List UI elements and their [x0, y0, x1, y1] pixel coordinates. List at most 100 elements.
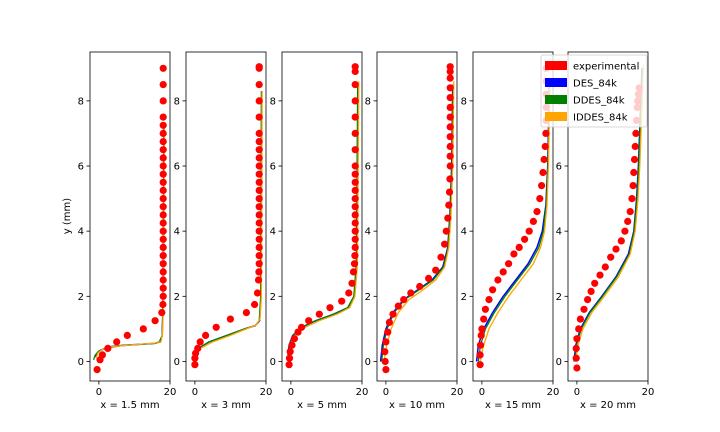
experimental-point: [617, 237, 625, 245]
experimental-point: [539, 168, 547, 177]
legend-frame: [540, 54, 648, 128]
legend-label: IDDES_84k: [573, 113, 628, 124]
experimental-point: [576, 315, 585, 323]
line-iddes-84k: [479, 81, 551, 362]
experimental-point: [515, 243, 523, 251]
x-tick-label: 20: [164, 387, 177, 398]
experimental-point: [255, 162, 263, 170]
experimental-point: [159, 276, 167, 284]
experimental-point: [351, 219, 359, 227]
experimental-point: [159, 219, 167, 227]
experimental-point: [338, 297, 346, 305]
experimental-point: [446, 113, 454, 121]
experimental-point: [381, 357, 389, 366]
y-tick-label: 6: [461, 162, 467, 173]
y-tick-label: 0: [78, 357, 84, 368]
experimental-point: [628, 195, 636, 203]
experimental-point: [159, 284, 167, 292]
y-tick-label: 2: [78, 292, 84, 303]
x-axis-label: x = 3 mm: [201, 400, 251, 411]
experimental-point: [351, 170, 359, 178]
x-tick-label: 20: [642, 387, 655, 398]
experimental-point: [446, 63, 454, 71]
experimental-point: [255, 227, 263, 235]
line-iddes-84k: [575, 64, 645, 362]
line-iddes-84k: [383, 81, 455, 362]
experimental-point: [255, 243, 263, 251]
experimental-point: [159, 138, 167, 146]
y-axis-label: y (mm): [62, 198, 73, 234]
x-tick-label: 0: [383, 387, 389, 398]
experimental-point: [445, 201, 453, 209]
x-axis-label: x = 20 mm: [580, 400, 636, 411]
experimental-point: [540, 155, 548, 164]
experimental-point: [446, 175, 454, 183]
experimental-point: [351, 203, 359, 211]
line-ddes-84k: [287, 84, 359, 355]
experimental-point: [394, 302, 402, 310]
experimental-point: [542, 129, 550, 137]
experimental-point: [159, 97, 167, 105]
axes-frame: [567, 51, 649, 382]
y-tick-label: 6: [174, 162, 180, 173]
experimental-point: [446, 162, 454, 170]
experimental-point: [290, 335, 298, 343]
x-axis-label: x = 1.5 mm: [100, 400, 159, 411]
legend-label: DES_84k: [573, 79, 617, 90]
y-tick-label: 4: [461, 227, 467, 238]
experimental-point: [159, 195, 167, 203]
experimental-point: [93, 366, 101, 374]
experimental-point: [253, 289, 262, 297]
experimental-point: [538, 182, 546, 190]
experimental-point: [123, 331, 131, 339]
experimental-point: [425, 274, 433, 282]
experimental-point: [191, 361, 199, 369]
legend-label: experimental: [573, 62, 639, 73]
experimental-point: [348, 279, 356, 287]
experimental-point: [541, 142, 549, 151]
experimental-point: [159, 292, 167, 300]
experimental-point: [525, 227, 533, 235]
experimental-point: [255, 129, 263, 137]
experimental-point: [159, 235, 167, 243]
experimental-point: [510, 250, 518, 258]
experimental-point: [505, 260, 513, 268]
y-tick-label: 8: [270, 96, 276, 107]
experimental-point: [529, 217, 538, 225]
legend-swatch: [545, 112, 567, 121]
y-tick-label: 0: [174, 357, 180, 368]
experimental-point: [385, 318, 393, 326]
y-tick-label: 2: [365, 292, 371, 303]
y-tick-label: 8: [365, 96, 371, 107]
x-axis-label: x = 15 mm: [485, 400, 541, 411]
axes-frame: [185, 51, 267, 382]
experimental-point: [255, 170, 263, 178]
experimental-point: [255, 186, 263, 194]
experimental-point: [255, 81, 263, 89]
experimental-point: [584, 296, 592, 304]
line-iddes-84k: [95, 123, 165, 359]
experimental-point: [351, 113, 359, 121]
experimental-point: [113, 338, 121, 346]
experimental-point: [573, 335, 581, 343]
experimental-point: [255, 138, 263, 146]
experimental-point: [351, 243, 359, 251]
experimental-point: [255, 203, 263, 211]
experimental-point: [255, 252, 263, 260]
experimental-point: [298, 323, 306, 331]
experimental-point: [441, 240, 449, 248]
experimental-point: [104, 344, 112, 352]
line-des-84k: [287, 84, 359, 355]
experimental-point: [432, 266, 440, 274]
experimental-point: [349, 268, 358, 276]
y-tick-label: 0: [270, 357, 276, 368]
experimental-point: [255, 146, 263, 154]
line-ddes-84k: [380, 84, 454, 362]
experimental-point: [596, 271, 604, 279]
experimental-point: [98, 351, 106, 359]
experimental-point: [630, 168, 638, 177]
legend-swatch: [545, 78, 567, 87]
